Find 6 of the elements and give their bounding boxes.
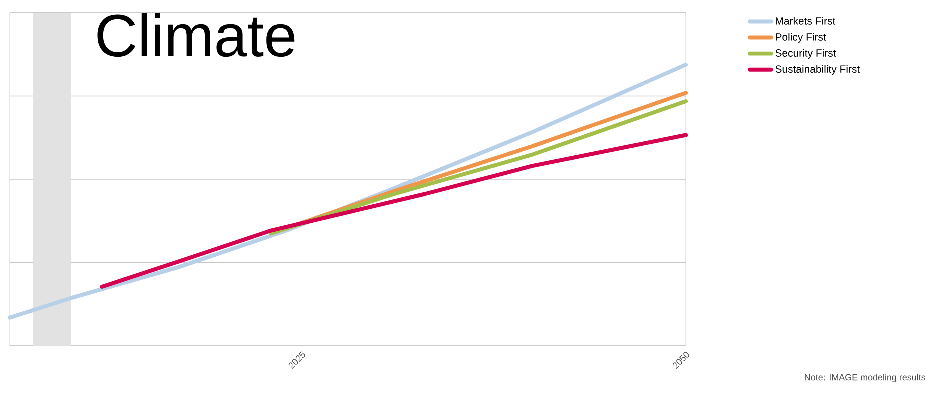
text: Note: IMAGE modeling results [805, 374, 926, 382]
legend-label: Policy First [776, 33, 826, 43]
legend-label: Sustainability First [776, 65, 860, 76]
legend-label: Markets First [776, 17, 836, 25]
chart-title: Climate [98, 13, 295, 58]
legend-label: Security First [776, 49, 836, 60]
